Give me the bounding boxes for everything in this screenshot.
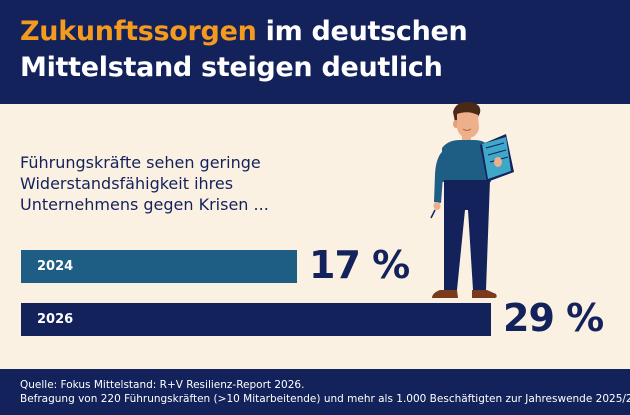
source-line: Quelle: Fokus Mittelstand: R+V Resilienz… [20, 379, 305, 391]
subtitle-line: Führungskräfte sehen geringe [20, 153, 261, 172]
bar-2024: 2024 [21, 250, 297, 283]
footer-source: Quelle: Fokus Mittelstand: R+V Resilienz… [0, 369, 630, 415]
header-banner: Zukunftssorgen im deutschen Mittelstand s… [0, 0, 630, 104]
title-line2: Mittelstand steigen deutlich [20, 52, 443, 83]
businessman-illustration [430, 101, 514, 298]
page-title: Zukunftssorgen im deutschen Mittelstand s… [20, 14, 620, 86]
source-line: Befragung von 220 Führungskräften (>10 M… [20, 393, 630, 405]
bar-category-label: 2026 [37, 312, 74, 327]
chart-subtitle: Führungskräfte sehen geringe Widerstandsf… [20, 152, 320, 215]
bar-2026: 2026 [21, 303, 491, 336]
subtitle-line: Unternehmens gegen Krisen ... [20, 195, 269, 214]
bar-value-label: 29 % [503, 296, 604, 340]
title-accent: Zukunftssorgen [20, 16, 257, 47]
source-note: Quelle: Fokus Mittelstand: R+V Resilienz… [20, 378, 630, 406]
bar-category-label: 2024 [37, 259, 74, 274]
subtitle-line: Widerstandsfähigkeit ihres [20, 174, 234, 193]
bar-value-label: 17 % [309, 243, 410, 287]
title-rest-line1: im deutschen [265, 16, 468, 47]
